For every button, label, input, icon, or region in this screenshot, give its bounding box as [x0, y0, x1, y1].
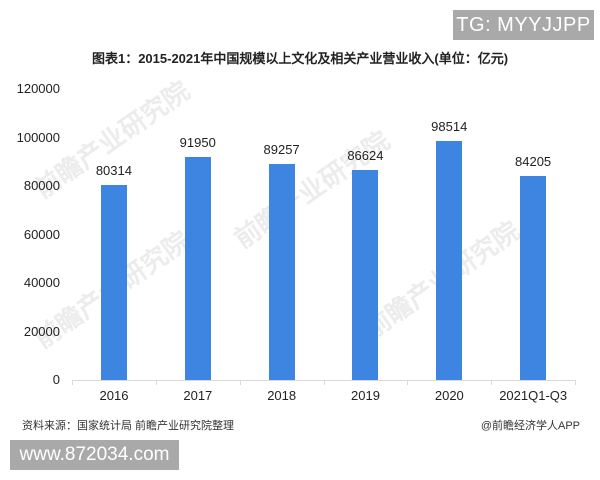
bar-2018	[268, 163, 295, 380]
bar-value-label: 80314	[95, 163, 132, 179]
y-tick-label: 60000	[23, 226, 60, 242]
bar-value-label: 91950	[179, 135, 216, 151]
x-tick-label: 2020	[434, 388, 464, 403]
x-tick-mark	[72, 380, 73, 385]
bar-value-label: 84205	[515, 153, 552, 169]
y-tick-label: 20000	[23, 323, 60, 339]
bar-value-label: 89257	[263, 141, 300, 157]
x-tick-mark	[239, 380, 241, 385]
bar-2020	[436, 141, 463, 380]
watermark-tg-label: TG: MYYJJPP	[453, 10, 594, 40]
x-tick-label: 2017	[183, 388, 213, 403]
credit-note: @前瞻经济学人APP	[480, 420, 580, 432]
source-note: 资料来源：国家统计局 前瞻产业研究院整理	[22, 420, 235, 432]
bar-value-label: 86624	[347, 147, 384, 163]
y-tick-label: 120000	[16, 81, 60, 96]
x-tick-mark	[407, 380, 409, 385]
bar-2019	[352, 169, 379, 380]
y-tick-label: 40000	[23, 275, 60, 290]
x-tick-mark	[155, 380, 157, 385]
x-tick-mark	[491, 380, 493, 385]
watermark-url-label: www.872034.com	[10, 440, 179, 470]
bar-2021Q1-Q3	[520, 175, 547, 380]
x-tick-mark	[323, 380, 325, 385]
x-tick-label: 2021Q1-Q3	[499, 388, 568, 403]
x-tick-mark	[575, 380, 576, 385]
x-tick-label: 2018	[267, 388, 297, 403]
x-tick-label: 2016	[99, 388, 129, 403]
bar-value-label: 98514	[431, 119, 468, 135]
bar-2017	[184, 157, 211, 380]
y-tick-label: 0	[52, 372, 60, 387]
chart-title: 图表1：2015-2021年中国规模以上文化及相关产业营业收入(单位：亿元)	[91, 51, 509, 66]
x-tick-label: 2019	[351, 388, 380, 403]
bar-2016	[100, 185, 127, 380]
y-tick-label: 80000	[23, 178, 60, 193]
y-tick-label: 100000	[16, 129, 60, 145]
